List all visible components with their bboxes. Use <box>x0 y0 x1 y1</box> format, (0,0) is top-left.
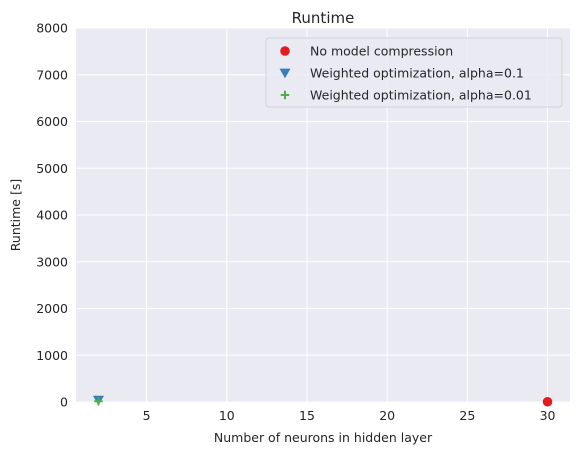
y-tick-label: 0 <box>60 395 68 410</box>
data-point-circle <box>542 396 553 407</box>
y-axis-label: Runtime [s] <box>8 179 23 251</box>
y-tick-label: 1000 <box>36 348 68 363</box>
legend-marker-plus <box>280 90 290 100</box>
y-tick-label: 7000 <box>36 67 68 82</box>
chart-title: Runtime <box>292 9 355 27</box>
x-tick-labels: 5 10 15 20 25 30 <box>143 408 556 423</box>
y-tick-label: 6000 <box>36 114 68 129</box>
legend-marker-triangle-down <box>279 68 291 79</box>
legend-marker-circle <box>280 46 290 56</box>
x-tick-label: 10 <box>219 408 235 423</box>
x-tick-label: 20 <box>379 408 395 423</box>
x-axis-label: Number of neurons in hidden layer <box>214 430 433 445</box>
data-point-plus <box>94 397 103 406</box>
x-tick-label: 15 <box>299 408 315 423</box>
x-tick-label: 25 <box>459 408 475 423</box>
legend: No model compression Weighted optimizatio… <box>265 37 563 108</box>
y-tick-labels: 0 1000 2000 3000 4000 5000 6000 7000 8000 <box>36 21 68 410</box>
y-tick-label: 5000 <box>36 161 68 176</box>
y-tick-label: 8000 <box>36 21 68 36</box>
data-points <box>92 395 553 407</box>
grid <box>76 27 570 403</box>
y-tick-label: 3000 <box>36 254 68 269</box>
legend-label: Weighted optimization, alpha=0.01 <box>310 88 532 103</box>
x-tick-label: 5 <box>143 408 151 423</box>
y-tick-label: 2000 <box>36 301 68 316</box>
legend-label: No model compression <box>310 44 453 59</box>
legend-label: Weighted optimization, alpha=0.1 <box>310 66 524 81</box>
x-tick-label: 30 <box>540 408 556 423</box>
y-tick-label: 4000 <box>36 208 68 223</box>
legend-box <box>265 37 563 108</box>
